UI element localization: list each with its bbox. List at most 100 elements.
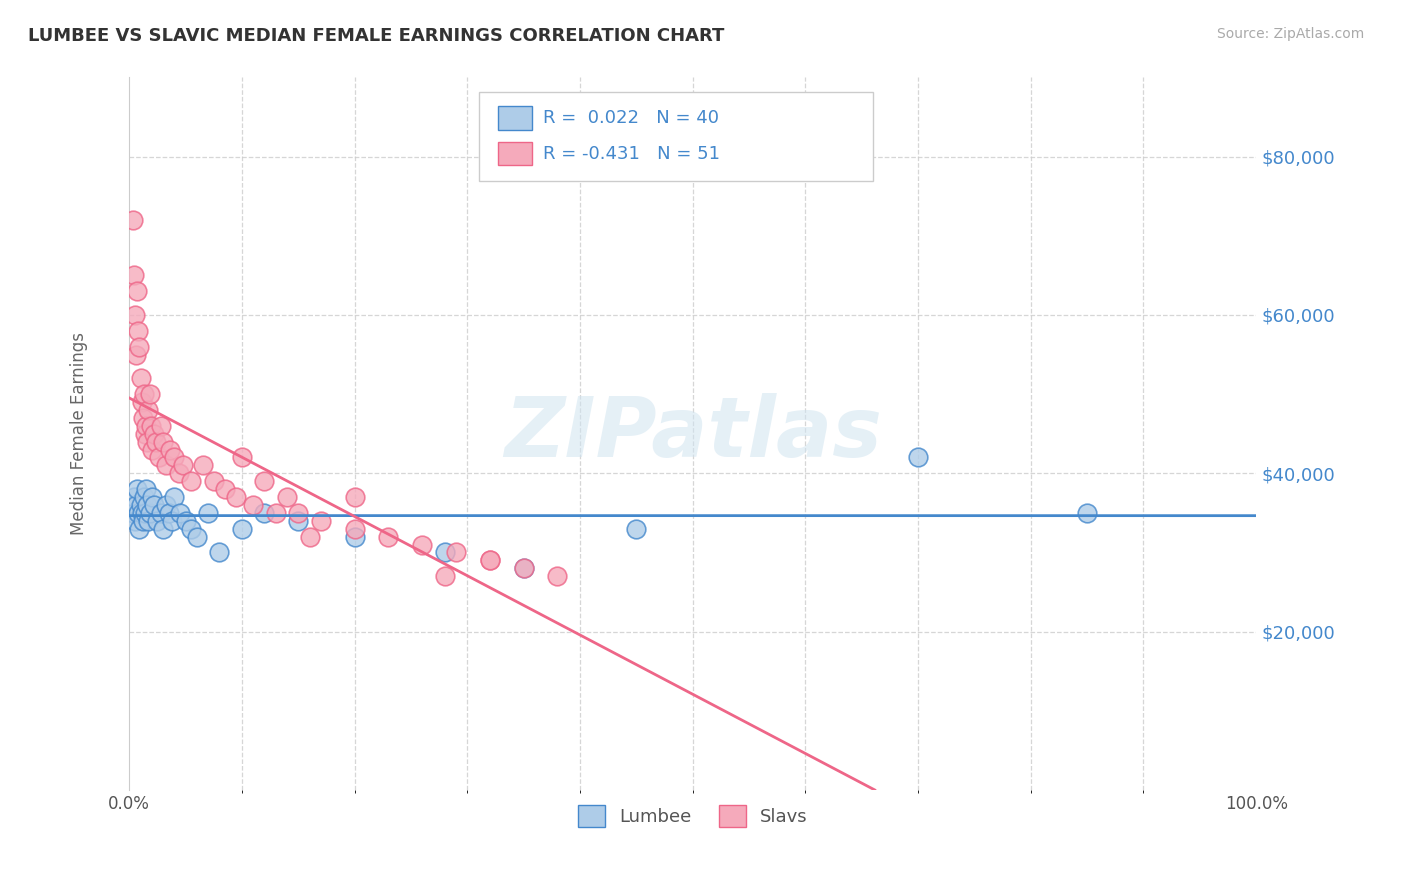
Point (125, 498, 148, 512)
Point (1076, 506, 1098, 520)
Text: R = -0.431   N = 51: R = -0.431 N = 51 (543, 145, 720, 162)
Point (433, 569, 456, 583)
Point (231, 522, 253, 536)
Point (129, 498, 152, 512)
Point (138, 387, 160, 401)
Point (136, 434, 159, 449)
Point (163, 450, 186, 465)
Point (444, 545, 467, 559)
Point (167, 467, 190, 481)
Point (197, 506, 219, 520)
Point (132, 410, 155, 425)
Point (907, 450, 929, 465)
Point (124, 308, 146, 322)
Point (512, 561, 534, 575)
Point (191, 458, 214, 473)
Point (132, 490, 155, 504)
Text: Source: ZipAtlas.com: Source: ZipAtlas.com (1216, 27, 1364, 41)
Point (169, 506, 191, 520)
Point (180, 474, 202, 488)
Point (121, 213, 143, 227)
Point (343, 522, 366, 536)
Point (160, 514, 183, 528)
Point (138, 403, 160, 417)
Point (343, 490, 366, 504)
Point (202, 474, 225, 488)
Point (512, 561, 534, 575)
Point (231, 450, 253, 465)
FancyBboxPatch shape (498, 106, 531, 130)
Point (129, 371, 152, 385)
Point (208, 545, 231, 559)
Point (128, 340, 150, 354)
Point (132, 387, 155, 401)
Point (122, 268, 145, 283)
Point (149, 418, 172, 433)
Point (225, 490, 247, 504)
Point (163, 490, 186, 504)
Point (264, 506, 287, 520)
Point (122, 490, 145, 504)
Point (143, 426, 166, 441)
Point (180, 522, 202, 536)
Point (276, 490, 298, 504)
Point (141, 490, 163, 504)
Point (298, 530, 321, 544)
Point (127, 482, 149, 496)
Point (139, 418, 162, 433)
Point (148, 450, 170, 465)
Point (134, 506, 156, 520)
Point (135, 418, 157, 433)
Point (145, 434, 167, 449)
Point (128, 522, 150, 536)
Point (141, 442, 163, 457)
Point (127, 284, 149, 298)
FancyBboxPatch shape (478, 92, 873, 181)
Text: R =  0.022   N = 40: R = 0.022 N = 40 (543, 109, 718, 127)
Point (152, 434, 174, 449)
Point (155, 498, 177, 512)
Point (174, 514, 197, 528)
Point (125, 347, 148, 361)
Point (127, 506, 149, 520)
Point (172, 458, 194, 473)
Point (411, 537, 433, 551)
Point (343, 530, 366, 544)
Point (127, 324, 149, 338)
FancyBboxPatch shape (498, 142, 531, 165)
Point (146, 514, 169, 528)
Point (186, 530, 208, 544)
Point (136, 498, 159, 512)
Point (149, 506, 172, 520)
Point (478, 553, 501, 567)
Text: ZIPatlas: ZIPatlas (503, 393, 882, 475)
Point (214, 482, 236, 496)
Point (155, 458, 177, 473)
Point (135, 482, 157, 496)
Text: LUMBEE VS SLAVIC MEDIAN FEMALE EARNINGS CORRELATION CHART: LUMBEE VS SLAVIC MEDIAN FEMALE EARNINGS … (28, 27, 724, 45)
Point (547, 569, 569, 583)
Point (478, 553, 501, 567)
Point (131, 395, 153, 409)
Point (287, 514, 309, 528)
Point (377, 530, 399, 544)
Point (309, 514, 332, 528)
Point (253, 474, 276, 488)
Point (132, 514, 155, 528)
Point (159, 442, 181, 457)
Point (157, 506, 180, 520)
Point (138, 514, 160, 528)
Text: Median Female Earnings: Median Female Earnings (69, 332, 87, 535)
Point (124, 514, 146, 528)
Point (287, 506, 309, 520)
Point (131, 506, 153, 520)
Point (253, 506, 276, 520)
Point (242, 498, 264, 512)
Point (134, 426, 156, 441)
Point (143, 498, 166, 512)
Point (626, 522, 648, 536)
Legend: Lumbee, Slavs: Lumbee, Slavs (571, 797, 815, 834)
Point (152, 522, 174, 536)
Point (138, 506, 160, 520)
Point (433, 545, 456, 559)
